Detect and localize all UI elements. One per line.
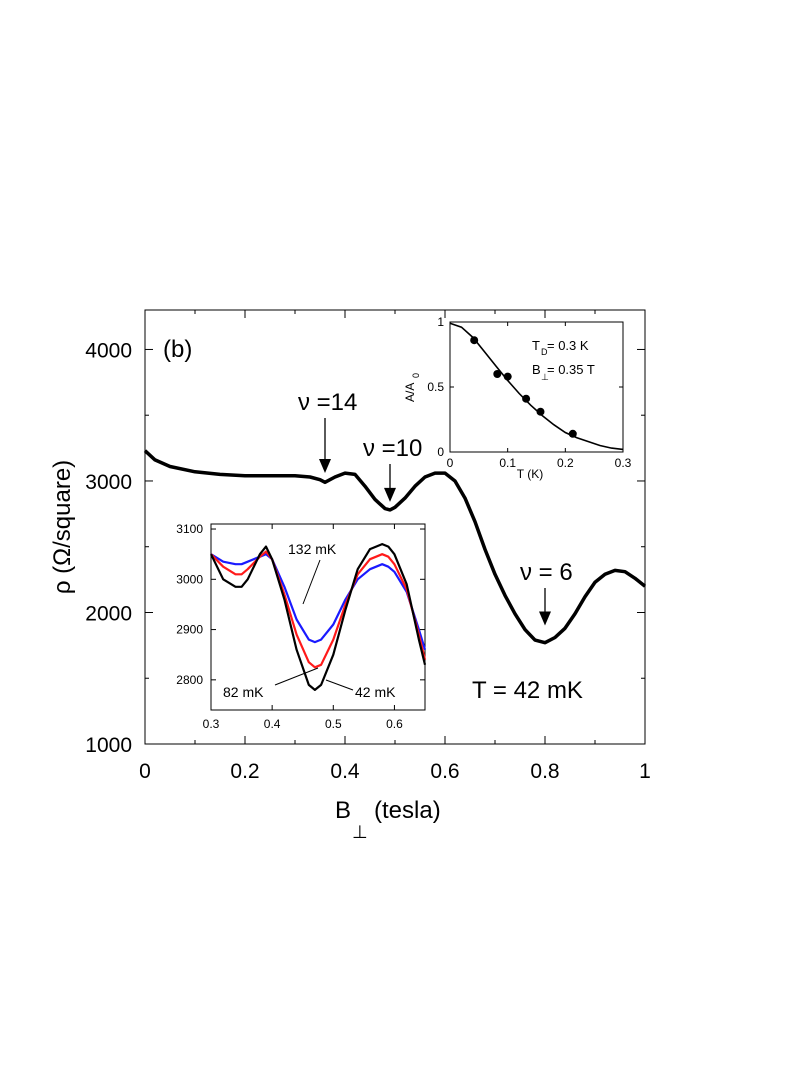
main-arrows xyxy=(319,418,551,626)
td-annotation-value: = 0.3 K xyxy=(547,338,589,353)
y-axis-label: ρ (Ω/square) xyxy=(49,460,76,594)
annotation-arrow-head xyxy=(384,487,396,502)
x-axis-label: B xyxy=(335,797,351,824)
inset2-x-tick-label: 0.1 xyxy=(499,456,516,470)
annotation-arrow-head xyxy=(539,611,551,626)
main-tick-labels: 0 0.2 0.4 0.6 0.8 1 1000 2000 3000 4000 xyxy=(85,339,651,783)
x-tick-label: 0.2 xyxy=(230,760,259,783)
inset1-y-tick-label: 2800 xyxy=(176,673,203,687)
label-42mk: 42 mK xyxy=(355,684,396,700)
annotation-arrow-head xyxy=(319,458,331,473)
inset1-x-tick-label: 0.3 xyxy=(203,717,220,731)
inset2-y-tick-label: 1 xyxy=(437,315,444,329)
x-tick-label: 0 xyxy=(139,760,151,783)
inset2-x-tick-label: 0.3 xyxy=(615,456,632,470)
label-82mk: 82 mK xyxy=(223,684,264,700)
inset1-curves xyxy=(210,543,427,691)
x-axis-label-subscript: ⊥ xyxy=(352,822,368,842)
data-point xyxy=(493,370,502,378)
x-tick-label: 0.8 xyxy=(530,760,559,783)
b-annotation-value: = 0.35 T xyxy=(547,362,595,377)
main-series-line xyxy=(143,449,647,645)
inset1-curve-132mk xyxy=(210,553,427,651)
x-tick-label: 0.6 xyxy=(430,760,459,783)
inset2-ticks xyxy=(449,321,624,453)
inset1-y-tick-label: 2900 xyxy=(176,623,203,637)
inset2-y-label-main: A/A xyxy=(403,383,417,402)
pointer-42mk xyxy=(325,679,354,691)
x-axis-label-main: B xyxy=(335,797,351,824)
inset1-x-tick-label: 0.6 xyxy=(386,717,403,731)
b-annotation-main: B xyxy=(532,362,541,377)
data-point xyxy=(470,336,479,345)
inset-amplitude-vs-temperature: 0 0.1 0.2 0.300.51 T (K) A/A 0 T D = 0.3 K … xyxy=(403,315,632,481)
inset1-frame xyxy=(210,523,426,711)
annotation-nu-6: ν = 6 xyxy=(520,559,573,586)
inset2-y-tick-label: 0 xyxy=(437,445,444,459)
inset1-y-tick-label: 3100 xyxy=(176,522,203,536)
inset2-x-tick-label: 0 xyxy=(447,456,454,470)
annotation-nu-10: ν =10 xyxy=(363,435,422,462)
inset1-tick-labels: 0.3 0.4 0.5 0.6 2800 2900 3000 3100 xyxy=(176,522,403,731)
panel-label: (b) xyxy=(163,336,192,363)
data-point xyxy=(568,429,577,438)
y-tick-label: 3000 xyxy=(85,471,132,494)
inset1-x-tick-label: 0.5 xyxy=(325,717,342,731)
inset2-y-label: A/A 0 xyxy=(403,373,421,402)
inset2-y-label-subscript: 0 xyxy=(411,373,421,378)
b-annotation-subscript: ⊥ xyxy=(541,372,549,382)
x-tick-label: 1 xyxy=(639,760,651,783)
inset2-y-tick-label: 0.5 xyxy=(427,380,444,394)
x-tick-label: 0.4 xyxy=(330,760,360,783)
pointer-82mk xyxy=(274,667,319,686)
fit-curve xyxy=(449,322,624,451)
label-132mk: 132 mK xyxy=(288,541,337,557)
td-annotation-subscript: D xyxy=(541,347,548,357)
inset-temperature-curves: 0.3 0.4 0.5 0.6 2800 2900 3000 3100 132 mK 82 m… xyxy=(176,522,427,731)
data-point xyxy=(522,394,531,403)
pointer-132mk xyxy=(302,559,321,605)
y-tick-label: 4000 xyxy=(85,339,132,362)
inset1-curve-42mk xyxy=(210,543,427,691)
td-annotation-main: T xyxy=(532,338,540,353)
main-ticks xyxy=(144,310,646,745)
data-point xyxy=(503,372,512,381)
temperature-label: T = 42 mK xyxy=(472,677,583,704)
inset1-ticks xyxy=(210,524,425,710)
y-tick-label: 1000 xyxy=(85,734,132,757)
data-point xyxy=(536,407,545,416)
inset1-curve-82mk xyxy=(210,550,427,669)
x-axis-label-unit: (tesla) xyxy=(374,797,441,824)
data-points xyxy=(470,336,577,438)
inset1-y-tick-label: 3000 xyxy=(176,572,203,586)
inset2-x-label: T (K) xyxy=(517,467,543,481)
inset1-x-tick-label: 0.4 xyxy=(264,717,281,731)
annotation-nu-14: ν =14 xyxy=(298,389,357,416)
y-tick-label: 2000 xyxy=(85,602,132,625)
inset2-x-tick-label: 0.2 xyxy=(557,456,574,470)
inset2-tick-labels: 0 0.1 0.2 0.3 0 0.5 1 xyxy=(427,315,631,470)
